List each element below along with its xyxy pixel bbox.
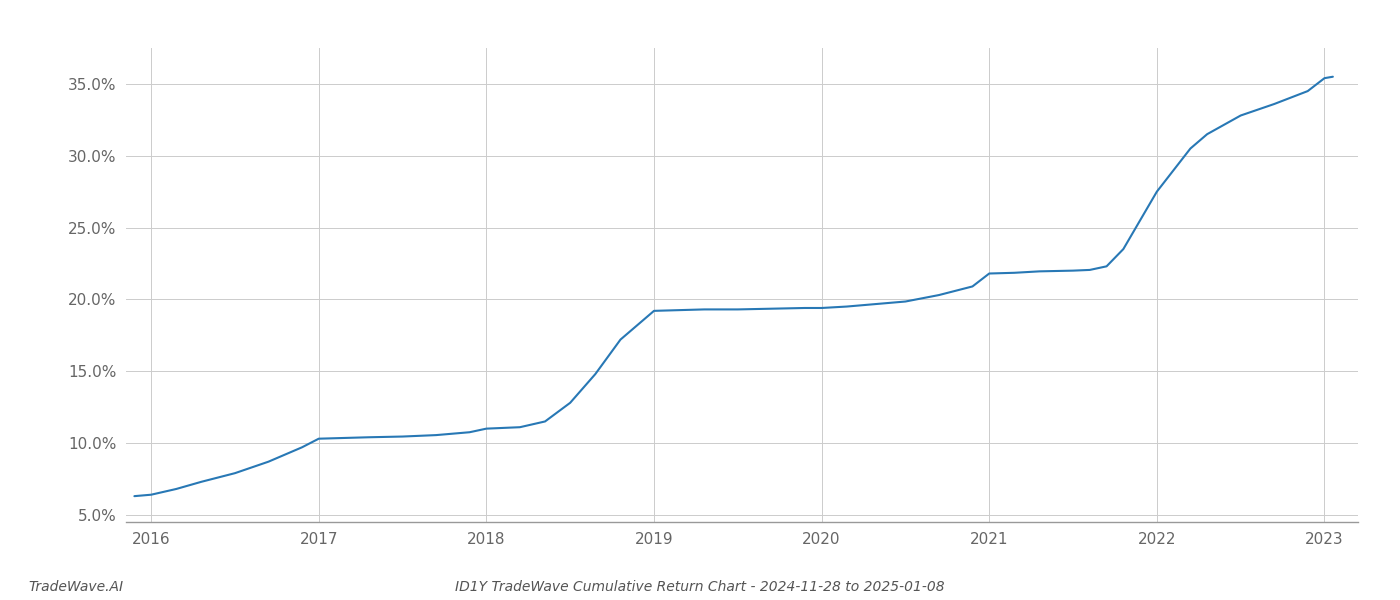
Text: ID1Y TradeWave Cumulative Return Chart - 2024-11-28 to 2025-01-08: ID1Y TradeWave Cumulative Return Chart -…	[455, 580, 945, 594]
Text: TradeWave.AI: TradeWave.AI	[28, 580, 123, 594]
